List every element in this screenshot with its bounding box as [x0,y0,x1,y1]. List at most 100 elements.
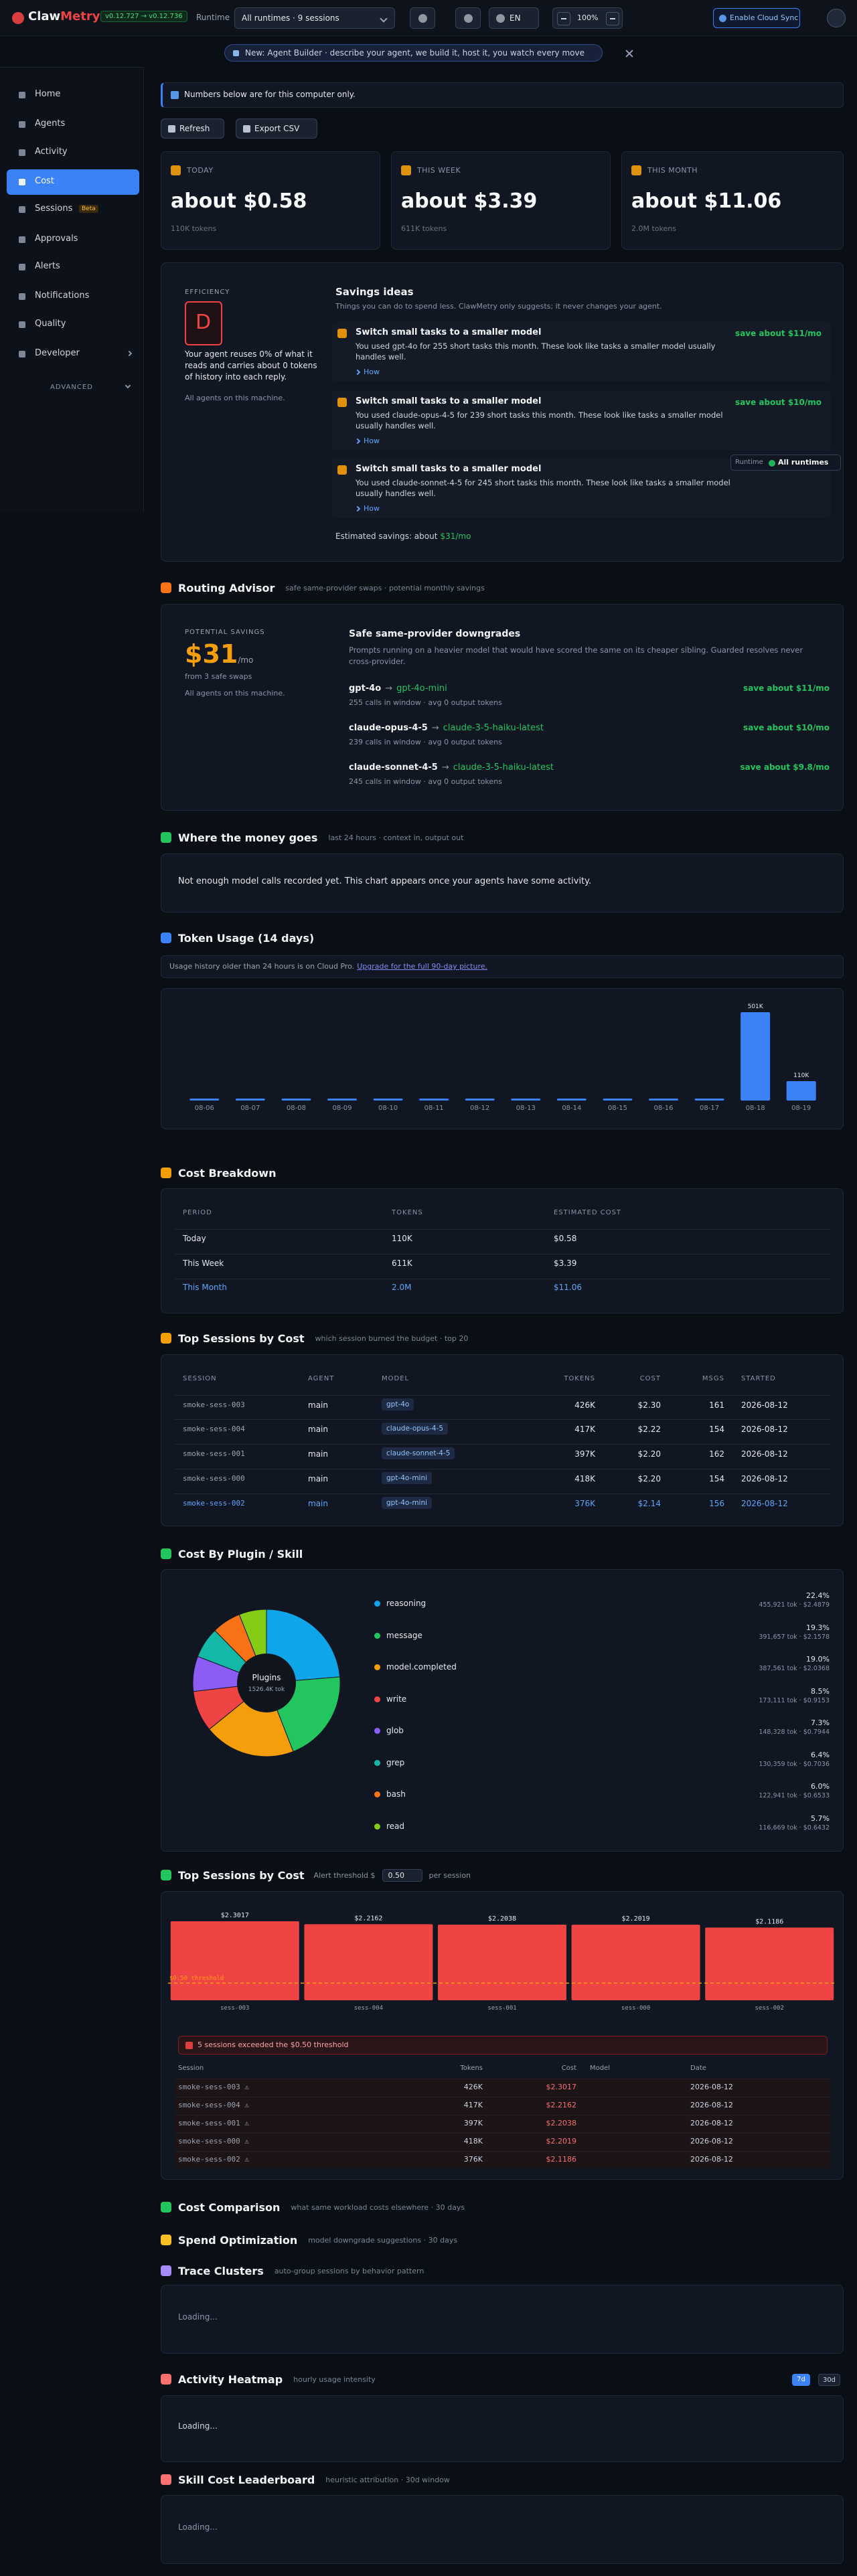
nav-item[interactable]: Notifications [7,284,139,309]
cloud-sync-button[interactable]: Enable Cloud Sync [713,8,800,28]
section-title: Token Usage (14 days) [178,931,315,945]
action-button[interactable]: Export CSV [236,118,317,139]
swap-to: claude-3-5-haiku-latest [443,723,544,733]
swap-arrow: → [441,762,449,773]
summary-card: THIS MONTH about $11.06 2.0M tokens [621,151,844,250]
zoom-button[interactable] [606,12,619,25]
column-header: COST [639,1375,661,1382]
cell: main [308,1400,328,1410]
x-tick-label: 08-13 [516,1105,536,1112]
icon [19,206,25,213]
cell: 110K [392,1234,412,1243]
legend-percent: 22.4% [806,1591,830,1600]
bar [694,1099,724,1101]
idea-save: save about $10/mo [735,398,822,407]
cell: main [308,1474,328,1483]
cell: main [308,1499,328,1508]
runtime-select-text: All runtimes · 9 sessions [242,13,339,23]
cell: 156 [709,1499,724,1508]
brand: ClawMetry [28,9,100,23]
cloud-sync-text: Enable Cloud Sync [730,13,799,22]
idea-how[interactable]: How [364,368,380,376]
cell: smoke-sess-001 [183,1449,245,1458]
nav-item[interactable]: Agents [7,112,139,137]
icon-button[interactable] [410,7,435,29]
cell: $3.39 [554,1259,577,1268]
cell: $2.30 [637,1400,661,1410]
nav-item[interactable]: Activity [7,140,139,165]
value-label: $2.3017 [221,1912,249,1919]
nav-label: Agents [35,118,66,129]
icon-button[interactable] [455,7,481,29]
legend-percent: 7.3% [811,1718,830,1727]
panel: PERIOD TOKENS ESTIMATED COST Today 110K $0.58… [161,1188,844,1313]
nav-item[interactable]: Approvals [7,227,139,252]
x-tick-label: 08-18 [746,1105,765,1112]
cell: 2026-08-12 [741,1499,788,1508]
range-tab[interactable]: 30d [818,2374,840,2386]
nav-item[interactable]: Alerts [7,254,139,280]
bar [571,1925,700,2000]
sidebar: Home Agents Activity Cost Sessions Beta Approv… [0,67,144,512]
row-divider [175,1229,831,1230]
summary-card: TODAY about $0.58 110K tokens [161,151,380,250]
advanced-toggle[interactable]: ADVANCED [50,384,93,391]
cell: $2.2162 [546,2101,577,2109]
nav-item[interactable]: Home [7,82,139,108]
section-title: Top Sessions by Cost [178,1868,305,1882]
section-header: Activity Heatmap hourly usage intensity [161,2370,830,2388]
legend-detail: 148,328 tok · $0.7944 [759,1728,830,1736]
threshold-input[interactable]: 0.50 [382,1868,422,1882]
section-title: Trace Clusters [178,2264,264,2277]
range-tab[interactable]: 7d [792,2374,810,2386]
language-select[interactable]: EN [489,7,539,29]
icon [19,92,25,98]
nav-item[interactable]: Developer [7,341,139,367]
nav-label: Home [35,89,61,99]
x-tick-label: sess-004 [354,2005,383,2012]
upgrade-link[interactable]: Upgrade for the full 90-day picture. [357,962,487,971]
idea-how[interactable]: How [364,436,380,445]
value-label: 501K [748,1003,764,1010]
cell: $2.2019 [546,2137,577,2146]
brand-a: Claw [28,9,61,23]
card-sub: 110K tokens [171,224,217,233]
model-badge: claude-opus-4-5 [382,1423,449,1435]
close-button[interactable] [625,49,634,58]
x-tick-label: 08-10 [378,1105,398,1112]
legend-label: read [386,1821,405,1831]
row-divider [175,1395,831,1396]
savings-title: Savings ideas [335,286,414,298]
icon [337,329,347,338]
icon [171,165,181,175]
panel: 08-06 08-07 08-08 08-09 08-10 08-11 08-12 08-13… [161,988,844,1129]
column-header: SESSION [183,1375,217,1382]
bar [281,1099,311,1101]
idea-how[interactable]: How [364,504,380,513]
zoom-button[interactable] [557,12,570,25]
section-header: Cost By Plugin / Skill [161,1545,830,1562]
swap-models: claude-sonnet-4-5 → claude-3-5-haiku-lates… [349,762,554,773]
cell: 154 [709,1474,724,1483]
legend-label: glob [386,1726,404,1735]
brand-b: Metry [60,9,100,23]
card-value: about $3.39 [401,189,538,213]
cell: smoke-sess-001 ⚠ [178,2119,249,2127]
action-button[interactable]: Refresh [161,118,224,139]
avatar[interactable] [827,9,846,27]
cell: 154 [709,1425,724,1434]
panel: Loading... [161,2495,844,2564]
column-header: Session [178,2065,204,2072]
runtime-select[interactable]: All runtimes · 9 sessions [234,7,395,29]
runtime-filter[interactable]: Runtime All runtimes [730,455,841,471]
nav-item[interactable]: Cost [7,169,139,195]
nav-item[interactable]: Sessions Beta [7,197,139,222]
panel: Not enough model calls recorded yet. Thi… [161,854,844,912]
swap-save: save about $9.8/mo [740,762,830,772]
icon [161,2235,171,2245]
legend-detail: 173,111 tok · $0.9153 [759,1696,830,1704]
panel: POTENTIAL SAVINGS $31/mo from 3 safe swaps… [161,604,844,811]
announcement-banner[interactable]: New: Agent Builder · describe your agent… [224,44,603,62]
nav-item[interactable]: Quality [7,312,139,337]
